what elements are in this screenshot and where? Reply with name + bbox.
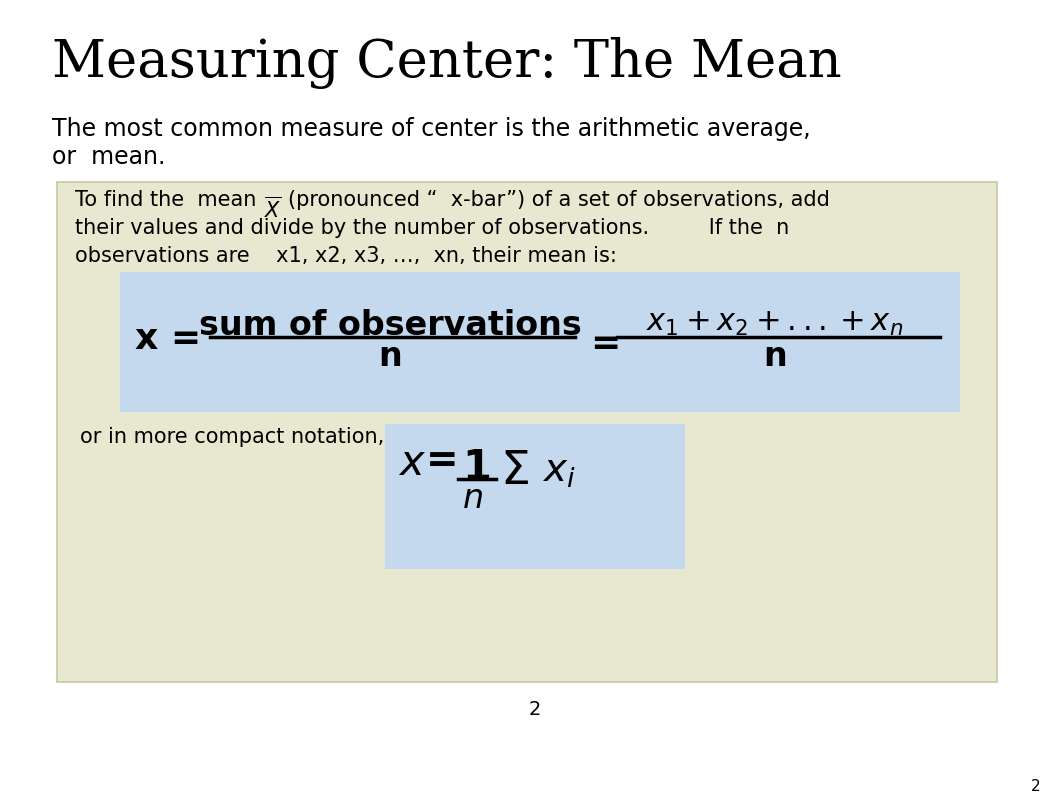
- Text: their values and divide by the number of observations.         If the  n: their values and divide by the number of…: [75, 218, 789, 238]
- Text: To find the  mean: To find the mean: [75, 190, 256, 210]
- Text: $n$: $n$: [462, 482, 483, 515]
- Text: 2: 2: [529, 700, 542, 719]
- Text: =: =: [590, 327, 620, 361]
- Bar: [120, 272, 960, 412]
- Text: 1: 1: [462, 447, 491, 489]
- Bar: [57, 182, 997, 682]
- Text: $x_1 + x_2 + ... + x_n$: $x_1 + x_2 + ... + x_n$: [647, 309, 904, 338]
- Text: sum of observations: sum of observations: [199, 309, 581, 342]
- Text: (pronounced “  x-bar”) of a set of observations, add: (pronounced “ x-bar”) of a set of observ…: [288, 190, 829, 210]
- Text: or  mean.: or mean.: [52, 145, 166, 169]
- Text: Measuring Center: The Mean: Measuring Center: The Mean: [52, 37, 842, 89]
- Text: x =: x =: [135, 322, 202, 356]
- Text: 2: 2: [1030, 779, 1040, 794]
- Text: The most common measure of center is the arithmetic average,: The most common measure of center is the…: [52, 117, 810, 141]
- Text: or in more compact notation,: or in more compact notation,: [80, 427, 384, 447]
- Text: observations are    x1, x2, x3, …,  xn, their mean is:: observations are x1, x2, x3, …, xn, thei…: [75, 246, 617, 266]
- Text: =: =: [426, 442, 459, 480]
- Bar: [386, 424, 685, 569]
- Text: $\Sigma$: $\Sigma$: [500, 449, 529, 494]
- Text: $\overline{X}$: $\overline{X}$: [264, 196, 281, 222]
- Text: n: n: [378, 340, 401, 373]
- Text: n: n: [764, 340, 787, 373]
- Text: $x_i$: $x_i$: [542, 452, 576, 490]
- Text: $x$: $x$: [398, 442, 426, 484]
